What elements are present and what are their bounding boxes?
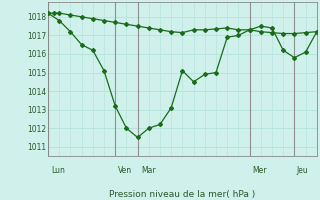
Text: Jeu: Jeu	[297, 166, 308, 175]
Text: Pression niveau de la mer( hPa ): Pression niveau de la mer( hPa )	[109, 190, 256, 199]
Text: Lun: Lun	[51, 166, 65, 175]
Text: Mar: Mar	[141, 166, 156, 175]
Text: Ven: Ven	[117, 166, 132, 175]
Text: Mer: Mer	[252, 166, 266, 175]
